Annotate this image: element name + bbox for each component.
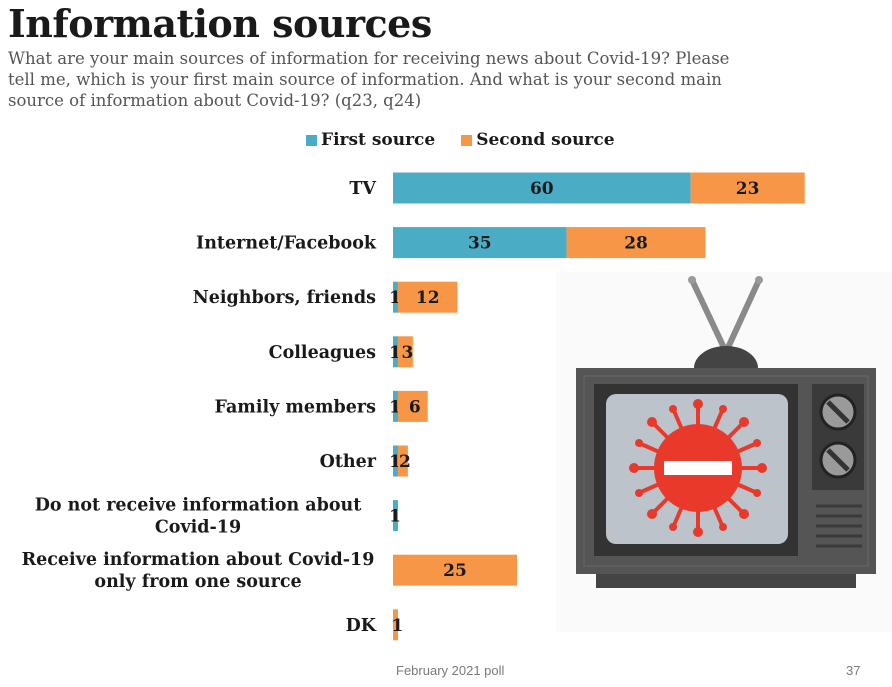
bar-first-source	[393, 390, 398, 422]
data-label: 12	[416, 288, 440, 308]
bar-first-source	[393, 336, 398, 368]
data-label: 1	[389, 452, 401, 472]
data-label: 6	[409, 397, 421, 417]
footer-poll: February 2021 poll	[396, 663, 505, 678]
category-label: Do not receive information about	[35, 496, 362, 516]
bar-first-source	[393, 281, 398, 313]
legend-item-first: First source	[306, 130, 435, 150]
category-label: Internet/Facebook	[196, 234, 377, 254]
bar-second-source	[397, 336, 413, 368]
data-label: 1	[389, 343, 401, 363]
category-label: Other	[320, 452, 377, 472]
chart-legend: First source Second source	[306, 130, 615, 150]
category-label: Covid-19	[155, 518, 241, 538]
legend-label-second: Second source	[476, 130, 615, 150]
data-label: 1	[389, 397, 401, 417]
category-label: TV	[349, 179, 376, 199]
data-label: 35	[468, 234, 492, 254]
tv-virus-icon	[556, 272, 892, 632]
bar-second-source	[397, 445, 408, 477]
category-label: DK	[346, 616, 377, 636]
data-label: 25	[443, 561, 467, 581]
data-label: 1	[389, 507, 401, 527]
data-label: 60	[530, 179, 554, 199]
bar-first-source	[393, 500, 398, 532]
bar-second-source	[397, 281, 458, 313]
legend-label-first: First source	[321, 130, 436, 150]
bar-second-source	[566, 227, 706, 259]
bar-second-source	[690, 172, 805, 204]
category-label: Neighbors, friends	[193, 288, 376, 308]
legend-item-second: Second source	[461, 130, 615, 150]
category-label: Colleagues	[269, 343, 376, 363]
category-label: Receive information about Covid-19	[22, 550, 375, 570]
bar-second-source	[393, 609, 398, 641]
legend-swatch-first	[306, 134, 317, 146]
data-label: 2	[399, 452, 411, 472]
bar-first-source	[393, 172, 691, 204]
category-label: Family members	[215, 397, 377, 417]
data-label: 23	[736, 179, 760, 199]
data-label: 28	[624, 234, 648, 254]
data-label: 1	[389, 288, 401, 308]
bar-first-source	[393, 227, 567, 259]
legend-swatch-second	[461, 134, 473, 146]
page-number: 37	[846, 663, 861, 678]
page-subtitle: What are your main sources of informatio…	[8, 49, 730, 110]
page-title: Information sources	[8, 1, 432, 46]
bar-first-source	[393, 445, 398, 477]
data-label: 3	[401, 343, 413, 363]
category-label: only from one source	[94, 572, 301, 592]
bar-second-source	[393, 554, 517, 586]
data-label: 1	[392, 616, 404, 636]
bar-second-source	[397, 390, 428, 422]
